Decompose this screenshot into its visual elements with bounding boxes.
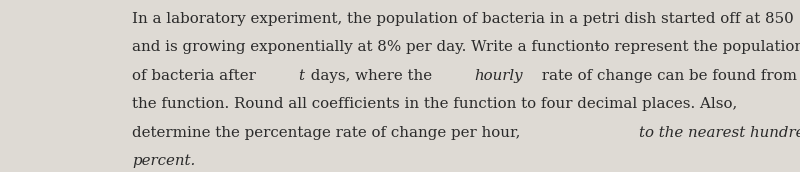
Text: rate of change can be found from a constant in: rate of change can be found from a const… (538, 69, 800, 83)
Text: hourly: hourly (474, 69, 523, 83)
Text: In a laboratory experiment, the population of bacteria in a petri dish started o: In a laboratory experiment, the populati… (132, 12, 794, 26)
Text: percent.: percent. (132, 154, 195, 168)
Text: of bacteria after: of bacteria after (132, 69, 261, 83)
Text: determine the percentage rate of change per hour,: determine the percentage rate of change … (132, 126, 525, 139)
Text: days, where the: days, where the (306, 69, 437, 83)
Text: t: t (298, 69, 304, 83)
Text: to the nearest hundredth of a: to the nearest hundredth of a (639, 126, 800, 139)
Text: the function. Round all coefficients in the function to four decimal places. Als: the function. Round all coefficients in … (132, 97, 738, 111)
Text: and is growing exponentially at 8% per day. Write a functionŧo represent the pop: and is growing exponentially at 8% per d… (132, 40, 800, 54)
